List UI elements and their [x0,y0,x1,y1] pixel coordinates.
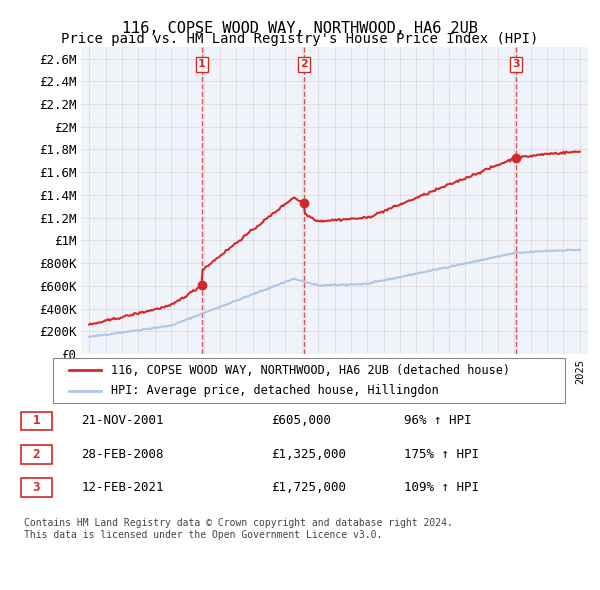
Text: £1,325,000: £1,325,000 [271,448,346,461]
Text: 96% ↑ HPI: 96% ↑ HPI [404,414,471,427]
Text: £605,000: £605,000 [271,414,331,427]
Text: 28-FEB-2008: 28-FEB-2008 [81,448,164,461]
Text: 116, COPSE WOOD WAY, NORTHWOOD, HA6 2UB: 116, COPSE WOOD WAY, NORTHWOOD, HA6 2UB [122,21,478,35]
Text: Contains HM Land Registry data © Crown copyright and database right 2024.
This d: Contains HM Land Registry data © Crown c… [24,518,453,540]
FancyBboxPatch shape [20,478,52,497]
FancyBboxPatch shape [53,358,565,403]
Text: Price paid vs. HM Land Registry's House Price Index (HPI): Price paid vs. HM Land Registry's House … [61,32,539,47]
Text: 109% ↑ HPI: 109% ↑ HPI [404,481,479,494]
Text: 116, COPSE WOOD WAY, NORTHWOOD, HA6 2UB (detached house): 116, COPSE WOOD WAY, NORTHWOOD, HA6 2UB … [112,363,511,376]
Text: 3: 3 [32,481,40,494]
Text: 21-NOV-2001: 21-NOV-2001 [81,414,164,427]
Text: 3: 3 [512,60,520,70]
Text: 1: 1 [32,414,40,427]
Text: 2: 2 [32,448,40,461]
Text: £1,725,000: £1,725,000 [271,481,346,494]
FancyBboxPatch shape [20,445,52,464]
Text: HPI: Average price, detached house, Hillingdon: HPI: Average price, detached house, Hill… [112,385,439,398]
Text: 12-FEB-2021: 12-FEB-2021 [81,481,164,494]
FancyBboxPatch shape [20,411,52,430]
Text: 1: 1 [198,60,206,70]
Text: 175% ↑ HPI: 175% ↑ HPI [404,448,479,461]
Text: 2: 2 [301,60,308,70]
